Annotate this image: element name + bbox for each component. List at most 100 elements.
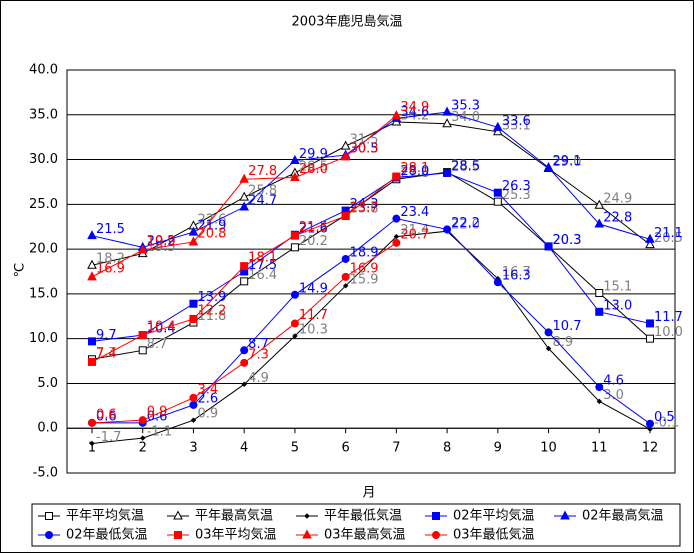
series-line bbox=[91, 172, 651, 342]
data-label: 21.5 bbox=[299, 220, 328, 235]
point bbox=[190, 417, 197, 423]
point bbox=[140, 435, 146, 441]
data-label: 23.7 bbox=[350, 200, 379, 215]
point bbox=[492, 121, 503, 131]
point bbox=[188, 236, 199, 246]
x-axis-label: 月 bbox=[362, 486, 375, 501]
data-label: 34.6 bbox=[400, 105, 429, 120]
x-tick-label: 6 bbox=[341, 441, 349, 456]
point bbox=[88, 337, 96, 346]
data-label: 25.8 bbox=[248, 184, 277, 199]
x-tick-label: 2 bbox=[139, 441, 147, 456]
point bbox=[342, 283, 349, 289]
data-label: -0.1 bbox=[654, 416, 679, 431]
data-label: 0.6 bbox=[147, 409, 168, 424]
data-label: 10.4 bbox=[147, 320, 176, 335]
point bbox=[138, 331, 147, 340]
data-label: 20.7 bbox=[400, 227, 429, 242]
point bbox=[596, 398, 602, 405]
data-label: 11.8 bbox=[197, 309, 226, 324]
data-label: 18.1 bbox=[248, 251, 277, 266]
data-label: 0.5 bbox=[654, 410, 675, 425]
data-label: 28.0 bbox=[299, 162, 328, 177]
data-label: 20.8 bbox=[197, 226, 226, 241]
point bbox=[189, 393, 198, 402]
y-tick-label: 30.0 bbox=[29, 152, 58, 167]
point bbox=[189, 400, 198, 409]
point bbox=[443, 168, 452, 177]
legend-label: 03年最低気温 bbox=[453, 527, 535, 543]
data-label: 27.8 bbox=[400, 166, 429, 181]
legend-marker bbox=[432, 512, 440, 520]
point bbox=[290, 171, 300, 181]
data-label: 24.9 bbox=[603, 192, 632, 207]
data-label: 2.6 bbox=[197, 391, 218, 406]
legend-label: 03年最高気温 bbox=[324, 527, 406, 543]
point bbox=[290, 290, 299, 299]
legend-marker bbox=[174, 531, 182, 539]
point bbox=[341, 254, 350, 263]
legend-label: 平年最低気温 bbox=[324, 508, 402, 524]
point bbox=[89, 440, 95, 447]
data-label: -1.7 bbox=[96, 430, 121, 445]
point bbox=[341, 272, 350, 281]
data-label: 18.9 bbox=[350, 245, 379, 260]
point bbox=[645, 239, 655, 249]
chart-title: 2003年鹿児島気温 bbox=[291, 14, 402, 30]
data-label: 29.0 bbox=[553, 155, 582, 170]
series-line bbox=[91, 121, 651, 266]
data-label: 19.9 bbox=[147, 235, 176, 250]
point bbox=[645, 233, 655, 243]
point bbox=[87, 230, 97, 240]
data-label: 17.5 bbox=[248, 258, 277, 273]
y-tick-label: 5.0 bbox=[37, 376, 58, 391]
data-label: 34.9 bbox=[400, 100, 429, 115]
y-tick-label: 0.0 bbox=[37, 421, 58, 436]
legend-marker bbox=[173, 510, 183, 520]
series-line bbox=[92, 218, 651, 425]
point bbox=[240, 358, 249, 367]
data-label: 24.3 bbox=[350, 197, 379, 212]
legend-marker bbox=[432, 531, 440, 539]
point bbox=[493, 188, 502, 197]
point bbox=[87, 259, 97, 269]
point bbox=[392, 238, 401, 247]
data-label: 28.1 bbox=[400, 161, 429, 176]
point bbox=[239, 173, 250, 183]
data-label: 28.5 bbox=[299, 159, 328, 174]
point bbox=[594, 199, 605, 209]
data-label: -1.1 bbox=[147, 425, 172, 440]
data-label: 20.3 bbox=[553, 233, 582, 248]
y-axis-label: ℃ bbox=[13, 263, 28, 278]
data-label: 25.3 bbox=[502, 188, 531, 203]
point bbox=[88, 357, 96, 366]
data-label: 27.8 bbox=[248, 164, 277, 179]
legend-marker bbox=[302, 529, 312, 539]
data-label: 21.1 bbox=[654, 226, 683, 241]
legend-label: 02年平均気温 bbox=[453, 508, 535, 524]
data-label: 7.3 bbox=[248, 347, 269, 362]
x-tick-label: 8 bbox=[443, 441, 451, 456]
data-label: 8.7 bbox=[147, 337, 168, 352]
data-label: 11.7 bbox=[654, 310, 683, 325]
y-tick-label: 25.0 bbox=[29, 197, 58, 212]
data-label: 29.9 bbox=[299, 147, 328, 162]
data-label: 30.5 bbox=[350, 142, 379, 157]
series-line bbox=[91, 230, 651, 444]
point bbox=[646, 419, 654, 428]
data-label: 29.1 bbox=[553, 154, 582, 169]
data-label: 10.3 bbox=[299, 322, 328, 337]
data-label: 22.0 bbox=[451, 218, 480, 233]
point bbox=[290, 319, 299, 328]
data-label: 16.3 bbox=[502, 269, 531, 284]
point bbox=[138, 346, 147, 355]
data-label: 33.1 bbox=[502, 118, 531, 133]
y-tick-label: 15.0 bbox=[29, 286, 58, 301]
point bbox=[340, 140, 351, 150]
point bbox=[240, 262, 249, 271]
data-label: 9.7 bbox=[96, 328, 117, 343]
data-label: 16.9 bbox=[96, 261, 125, 276]
legend-marker bbox=[45, 512, 53, 520]
point bbox=[341, 211, 350, 220]
